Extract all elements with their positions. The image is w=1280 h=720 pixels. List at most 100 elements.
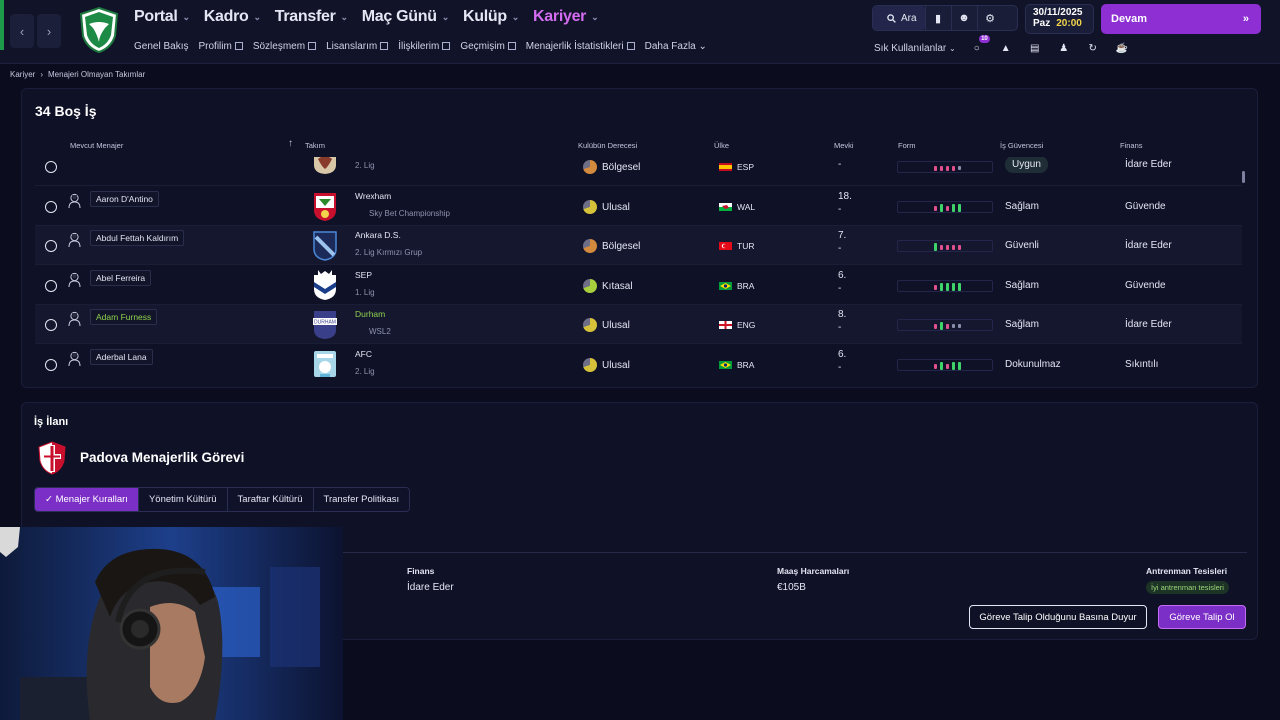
subnav-item-1[interactable]: Profilim: [198, 41, 243, 52]
club-logo[interactable]: [78, 6, 120, 54]
country[interactable]: ENG: [719, 320, 755, 330]
league-name[interactable]: Sky Bet Championship: [369, 209, 450, 218]
clipboard-icon[interactable]: ▤: [1030, 42, 1040, 54]
subnav-item-5[interactable]: Geçmişim: [460, 41, 516, 52]
col-position[interactable]: Mevki: [834, 141, 854, 150]
sort-arrow-icon[interactable]: ↑: [288, 138, 293, 149]
subnav-item-7[interactable]: Daha Fazla ⌄: [645, 41, 707, 52]
nav-item-3[interactable]: Maç Günü ⌄: [362, 8, 449, 26]
manager-name[interactable]: Abel Ferreira: [90, 270, 152, 286]
search-button[interactable]: Ara: [873, 6, 925, 30]
reputation-pie-icon: [583, 318, 597, 332]
chevron-down-icon: ⌄: [441, 11, 450, 22]
col-country[interactable]: Ülke: [714, 141, 730, 150]
nav-item-2[interactable]: Transfer ⌄: [275, 8, 348, 26]
nav-item-0[interactable]: Portal ⌄: [134, 8, 190, 26]
league-name[interactable]: 1. Lig: [355, 288, 375, 297]
row-radio[interactable]: [45, 280, 57, 292]
shirt-icon[interactable]: ▲: [1000, 42, 1011, 54]
date-box[interactable]: 30/11/2025 Paz 20:00: [1025, 4, 1094, 34]
chat-badge: 10: [979, 35, 990, 43]
col-reputation[interactable]: Kulübün Derecesi: [578, 141, 638, 150]
table-row[interactable]: Adam Furness DURHAM Durham WSL2 Ulusal ENG 8. -…: [35, 305, 1242, 344]
league-name[interactable]: 2. Lig Kırmızı Grup: [355, 248, 423, 257]
manager-name[interactable]: Adam Furness: [90, 309, 158, 325]
country-code: ESP: [737, 162, 755, 172]
breadcrumb-root[interactable]: Kariyer: [10, 70, 36, 79]
continue-button[interactable]: Devam »: [1101, 4, 1261, 34]
finance-status: Güvende: [1125, 201, 1166, 212]
team-name[interactable]: Wrexham: [355, 191, 392, 201]
manager-name[interactable]: Aaron D'Antino: [90, 191, 159, 207]
col-form[interactable]: Form: [898, 141, 916, 150]
form-mark: [952, 204, 955, 212]
back-arrow-icon[interactable]: ‹: [10, 14, 34, 48]
scrollbar[interactable]: [1242, 171, 1245, 183]
tab-fan-culture[interactable]: Taraftar Kültürü: [227, 488, 314, 511]
form-mark: [946, 323, 949, 329]
nav-item-4[interactable]: Kulüp ⌄: [463, 8, 519, 26]
row-radio[interactable]: [45, 319, 57, 331]
people-icon[interactable]: ♟: [1059, 42, 1069, 54]
favorites-dropdown[interactable]: Sık Kullanılanlar ⌄: [874, 43, 956, 54]
forward-arrow-icon[interactable]: ›: [37, 14, 61, 48]
col-finance[interactable]: Finans: [1120, 141, 1143, 150]
job-security: Sağlam: [1005, 201, 1039, 212]
row-radio[interactable]: [45, 359, 57, 371]
chat-icon[interactable]: ○ 10: [973, 35, 990, 54]
team-name[interactable]: Durham: [355, 309, 386, 319]
gear-icon[interactable]: ⚙: [976, 6, 1003, 30]
form-bar: [897, 319, 993, 331]
table-row[interactable]: Abdul Fettah Kaldırım Ankara D.S. 2. Lig K…: [35, 226, 1242, 265]
country-code: BRA: [737, 281, 755, 291]
reputation-pie-icon: [583, 358, 597, 372]
col-security[interactable]: İş Güvencesi: [1000, 141, 1044, 150]
table-row[interactable]: Abel Ferreira SEP 1. Lig Kıtasal BRA 6. - Sağla…: [35, 266, 1242, 305]
league-name[interactable]: 2. Lig: [355, 161, 375, 170]
col-team[interactable]: Takım: [305, 141, 326, 150]
table-row[interactable]: Aderbal Lana AFC 2. Lig Ulusal BRA 6. - Dokunul…: [35, 345, 1242, 377]
league-name[interactable]: WSL2: [369, 327, 391, 336]
nav-item-5[interactable]: Kariyer ⌄: [533, 8, 599, 26]
tab-manager-rules[interactable]: ✓ Menajer Kuralları: [35, 488, 139, 511]
subnav-item-3[interactable]: Lisanslarım: [326, 41, 389, 52]
tab-transfer-policy[interactable]: Transfer Politikası: [313, 488, 410, 511]
team-name[interactable]: SEP: [355, 270, 373, 280]
manager-name[interactable]: Abdul Fettah Kaldırım: [90, 230, 185, 246]
subnav-item-0[interactable]: Genel Bakış: [134, 41, 188, 52]
announce-button[interactable]: Göreve Talip Olduğunu Basına Duyur: [969, 605, 1147, 629]
profile-head-icon[interactable]: ☻: [950, 6, 977, 30]
team-name[interactable]: Ankara D.S.: [355, 230, 401, 240]
table-row[interactable]: Aaron D'Antino Wrexham Sky Bet Championshi…: [35, 187, 1242, 226]
apply-button[interactable]: Göreve Talip Ol: [1158, 605, 1246, 629]
row-radio[interactable]: [45, 161, 57, 173]
form-mark: [958, 324, 961, 328]
bookmark-icon[interactable]: ▮: [924, 6, 951, 30]
manager-name[interactable]: Aderbal Lana: [90, 349, 153, 365]
top-bar: ‹ › Portal ⌄ Kadro ⌄ Transfer ⌄ Maç Günü ⌄ Kulüp…: [0, 0, 1280, 64]
row-radio[interactable]: [45, 201, 57, 213]
avatar: [68, 272, 81, 288]
team-name[interactable]: AFC: [355, 349, 372, 359]
tab-board-culture[interactable]: Yönetim Kültürü: [138, 488, 228, 511]
country[interactable]: TUR: [719, 241, 754, 251]
refresh-icon[interactable]: ↻: [1088, 42, 1097, 54]
position-sub: -: [838, 322, 842, 333]
league-name[interactable]: 2. Lig: [355, 367, 375, 376]
nav-item-1[interactable]: Kadro ⌄: [204, 8, 261, 26]
svg-text:DURHAM: DURHAM: [314, 320, 336, 326]
training-label: Antrenman Tesisleri: [1146, 566, 1228, 576]
col-manager[interactable]: Mevcut Menajer: [70, 141, 124, 150]
subnav-item-6[interactable]: Menajerlik İstatistikleri: [526, 41, 635, 52]
avatar: [68, 351, 81, 367]
country[interactable]: BRA: [719, 360, 754, 370]
subnav-item-4[interactable]: İlişkilerim: [398, 41, 451, 52]
trophy-icon[interactable]: ☕: [1115, 42, 1128, 54]
subnav-item-2[interactable]: Sözleşmem: [253, 41, 317, 52]
country[interactable]: WAL: [719, 202, 755, 212]
row-radio[interactable]: [45, 240, 57, 252]
subnav-label: İlişkilerim: [398, 41, 440, 52]
country[interactable]: ESP: [719, 162, 754, 172]
country[interactable]: BRA: [719, 281, 754, 291]
